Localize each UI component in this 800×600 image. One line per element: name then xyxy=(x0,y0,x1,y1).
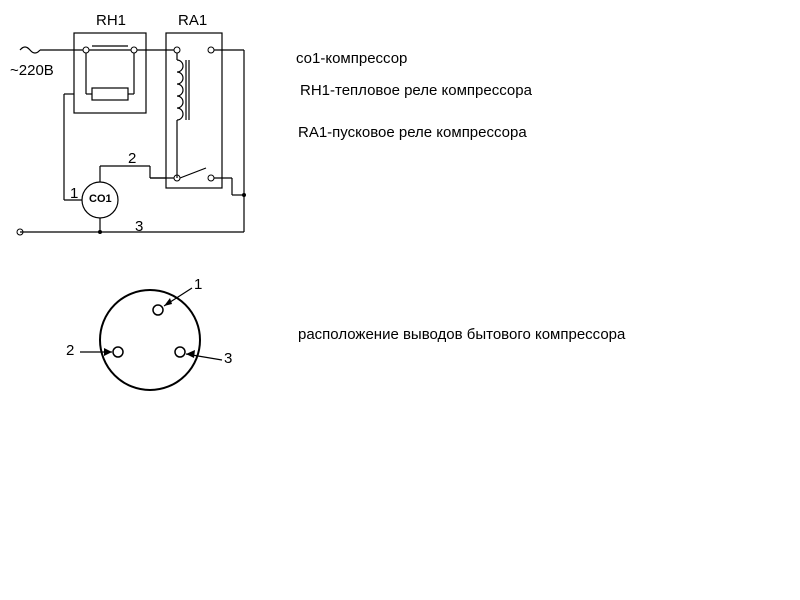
label-pin2: 2 xyxy=(128,150,136,167)
pinout-label-2: 2 xyxy=(66,342,74,359)
legend-pinout: расположение выводов бытового компрессор… xyxy=(298,326,625,343)
legend-ra1: RA1-пусковое реле компрессора xyxy=(298,124,527,141)
legend-co1: со1-компрессор xyxy=(296,50,407,67)
label-pin3: 3 xyxy=(135,218,143,235)
pinout-label-1: 1 xyxy=(194,276,202,293)
label-co1: CO1 xyxy=(89,193,112,205)
label-rh1: RH1 xyxy=(96,12,126,29)
label-voltage: ~220В xyxy=(10,62,54,79)
label-pin1: 1 xyxy=(70,185,78,202)
legend-rh1: RH1-тепловое реле компрессора xyxy=(300,82,532,99)
pinout-label-3: 3 xyxy=(224,350,232,367)
label-ra1: RA1 xyxy=(178,12,207,29)
